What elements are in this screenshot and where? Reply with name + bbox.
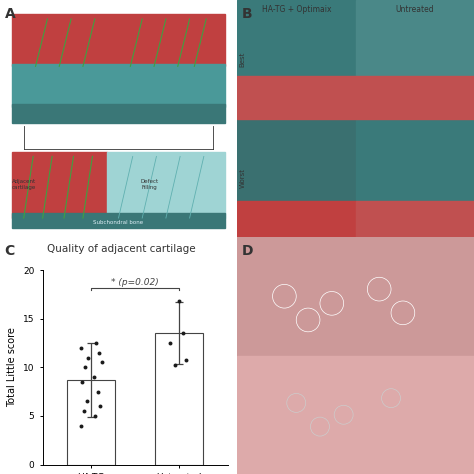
Bar <box>356 0 474 118</box>
Bar <box>237 237 474 356</box>
Bar <box>12 14 225 66</box>
Bar <box>12 104 225 123</box>
Text: Untreated: Untreated <box>395 5 434 14</box>
Bar <box>237 0 356 118</box>
Text: Subchondral bone: Subchondral bone <box>93 220 144 225</box>
Bar <box>107 152 225 218</box>
Bar <box>237 356 474 474</box>
Bar <box>237 201 356 237</box>
Text: Quality of adjacent cartilage: Quality of adjacent cartilage <box>47 244 196 254</box>
Text: Adjacent
cartilage: Adjacent cartilage <box>11 180 36 190</box>
Text: A: A <box>5 7 16 21</box>
Text: B: B <box>242 7 252 21</box>
Text: Best: Best <box>239 52 246 67</box>
Bar <box>237 118 356 237</box>
Text: D: D <box>242 244 253 258</box>
Text: HA-TG + Optimaix: HA-TG + Optimaix <box>262 5 331 14</box>
Bar <box>356 201 474 237</box>
Bar <box>237 76 356 118</box>
Bar <box>356 76 474 118</box>
Bar <box>12 64 225 107</box>
Text: Defect
Filling: Defect Filling <box>140 180 158 190</box>
Bar <box>356 118 474 237</box>
Bar <box>12 152 107 218</box>
Text: Worst: Worst <box>239 168 246 188</box>
Bar <box>12 213 225 228</box>
Text: C: C <box>5 244 15 258</box>
